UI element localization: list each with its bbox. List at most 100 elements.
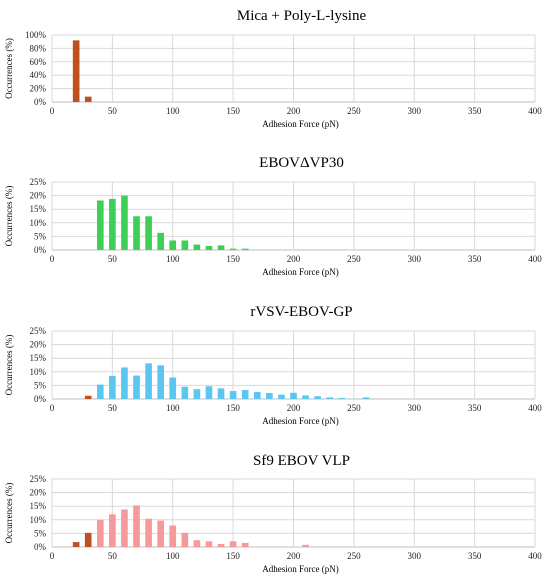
x-tick-label: 100 (166, 106, 180, 116)
chart-title: Mica + Poly-L-lysine (237, 8, 367, 24)
bar (302, 395, 309, 399)
y-tick-label: 20% (30, 340, 47, 350)
y-axis-label: Occurrences (%) (4, 186, 14, 247)
y-tick-label: 20% (30, 84, 47, 94)
x-tick-label: 300 (408, 551, 422, 561)
y-tick-label: 0% (34, 245, 47, 255)
bar (96, 384, 104, 399)
bar (96, 519, 104, 547)
x-tick-label: 250 (347, 403, 361, 413)
y-tick-label: 15% (30, 204, 47, 214)
bar (133, 375, 140, 399)
y-tick-label: 25% (30, 177, 47, 187)
bar (326, 397, 334, 399)
bar (229, 391, 237, 399)
y-tick-label: 5% (34, 528, 47, 538)
chart-title: Sf9 EBOV VLP (253, 453, 350, 469)
x-tick-label: 350 (468, 254, 482, 264)
bar (157, 232, 164, 250)
bar (121, 195, 128, 250)
y-tick-label: 10% (30, 218, 47, 228)
x-tick-label: 150 (226, 403, 240, 413)
bar (181, 532, 189, 547)
chart-panel-3: rVSV-EBOV-GP 0% 5% 10% 15% 20% 25% 0 50 100 150 200… (4, 304, 542, 426)
y-tick-label: 25% (30, 326, 47, 336)
bar (241, 390, 249, 399)
y-tick-label: 60% (30, 57, 47, 67)
bar (72, 542, 80, 547)
y-tick-label: 15% (30, 353, 47, 363)
x-tick-label: 250 (347, 551, 361, 561)
x-axis-label: Adhesion Force (pN) (262, 267, 338, 277)
bar (84, 96, 92, 102)
x-tick-label: 400 (528, 106, 542, 116)
chart-title: rVSV-EBOV-GP (250, 304, 352, 320)
x-axis-label: Adhesion Force (pN) (262, 416, 338, 426)
x-tick-label: 50 (108, 254, 118, 264)
bar (181, 240, 189, 250)
x-tick-label: 400 (528, 551, 542, 561)
y-tick-label: 20% (30, 488, 47, 498)
y-tick-label: 10% (30, 515, 47, 525)
bar (241, 248, 249, 250)
x-tick-label: 200 (287, 254, 301, 264)
y-tick-label: 25% (30, 474, 47, 484)
chart-title: EBOVΔVP30 (259, 155, 344, 171)
bar (217, 544, 225, 547)
bar (84, 395, 92, 399)
x-tick-label: 50 (108, 403, 118, 413)
x-tick-label: 0 (50, 106, 55, 116)
bar (109, 375, 116, 399)
bar (338, 397, 346, 399)
bar (169, 525, 177, 547)
x-tick-label: 400 (528, 403, 542, 413)
bar (314, 396, 321, 399)
bar (133, 505, 140, 547)
y-axis-label: Occurrences (%) (4, 38, 14, 99)
bar (157, 520, 164, 547)
x-tick-label: 150 (226, 551, 240, 561)
x-tick-label: 100 (166, 551, 180, 561)
bar (133, 216, 140, 250)
x-tick-label: 0 (50, 254, 55, 264)
y-tick-label: 5% (34, 231, 47, 241)
x-tick-label: 200 (287, 403, 301, 413)
bar (302, 544, 309, 547)
y-axis-label: Occurrences (%) (4, 335, 14, 396)
x-tick-label: 150 (226, 106, 240, 116)
x-tick-label: 350 (468, 106, 482, 116)
bar (241, 542, 249, 547)
bar (72, 40, 80, 102)
bar (145, 363, 152, 399)
x-tick-label: 200 (287, 551, 301, 561)
bar (169, 240, 177, 250)
bar (109, 198, 116, 250)
y-tick-label: 20% (30, 191, 47, 201)
bar (193, 540, 201, 547)
x-tick-label: 50 (108, 106, 118, 116)
x-tick-label: 250 (347, 254, 361, 264)
bar (205, 386, 213, 399)
x-tick-label: 50 (108, 551, 118, 561)
bar (84, 532, 92, 547)
bar (193, 244, 201, 250)
bar (290, 392, 297, 399)
bar (193, 389, 201, 399)
bar (266, 393, 273, 399)
x-axis-label: Adhesion Force (pN) (262, 119, 338, 129)
bar (121, 367, 128, 399)
bar (205, 541, 213, 547)
y-tick-label: 0% (34, 97, 47, 107)
y-axis-label: Occurrences (%) (4, 483, 14, 544)
x-axis-label: Adhesion Force (pN) (262, 564, 338, 574)
x-tick-label: 250 (347, 106, 361, 116)
y-tick-label: 0% (34, 542, 47, 552)
bar (278, 394, 285, 399)
chart-panel-1: Mica + Poly-L-lysine 0% 20% 40% 60% 80% 100% 0 5… (4, 8, 542, 129)
y-tick-label: 15% (30, 501, 47, 511)
x-tick-label: 150 (226, 254, 240, 264)
y-tick-label: 80% (30, 43, 47, 53)
bar (145, 518, 152, 547)
y-tick-label: 5% (34, 380, 47, 390)
